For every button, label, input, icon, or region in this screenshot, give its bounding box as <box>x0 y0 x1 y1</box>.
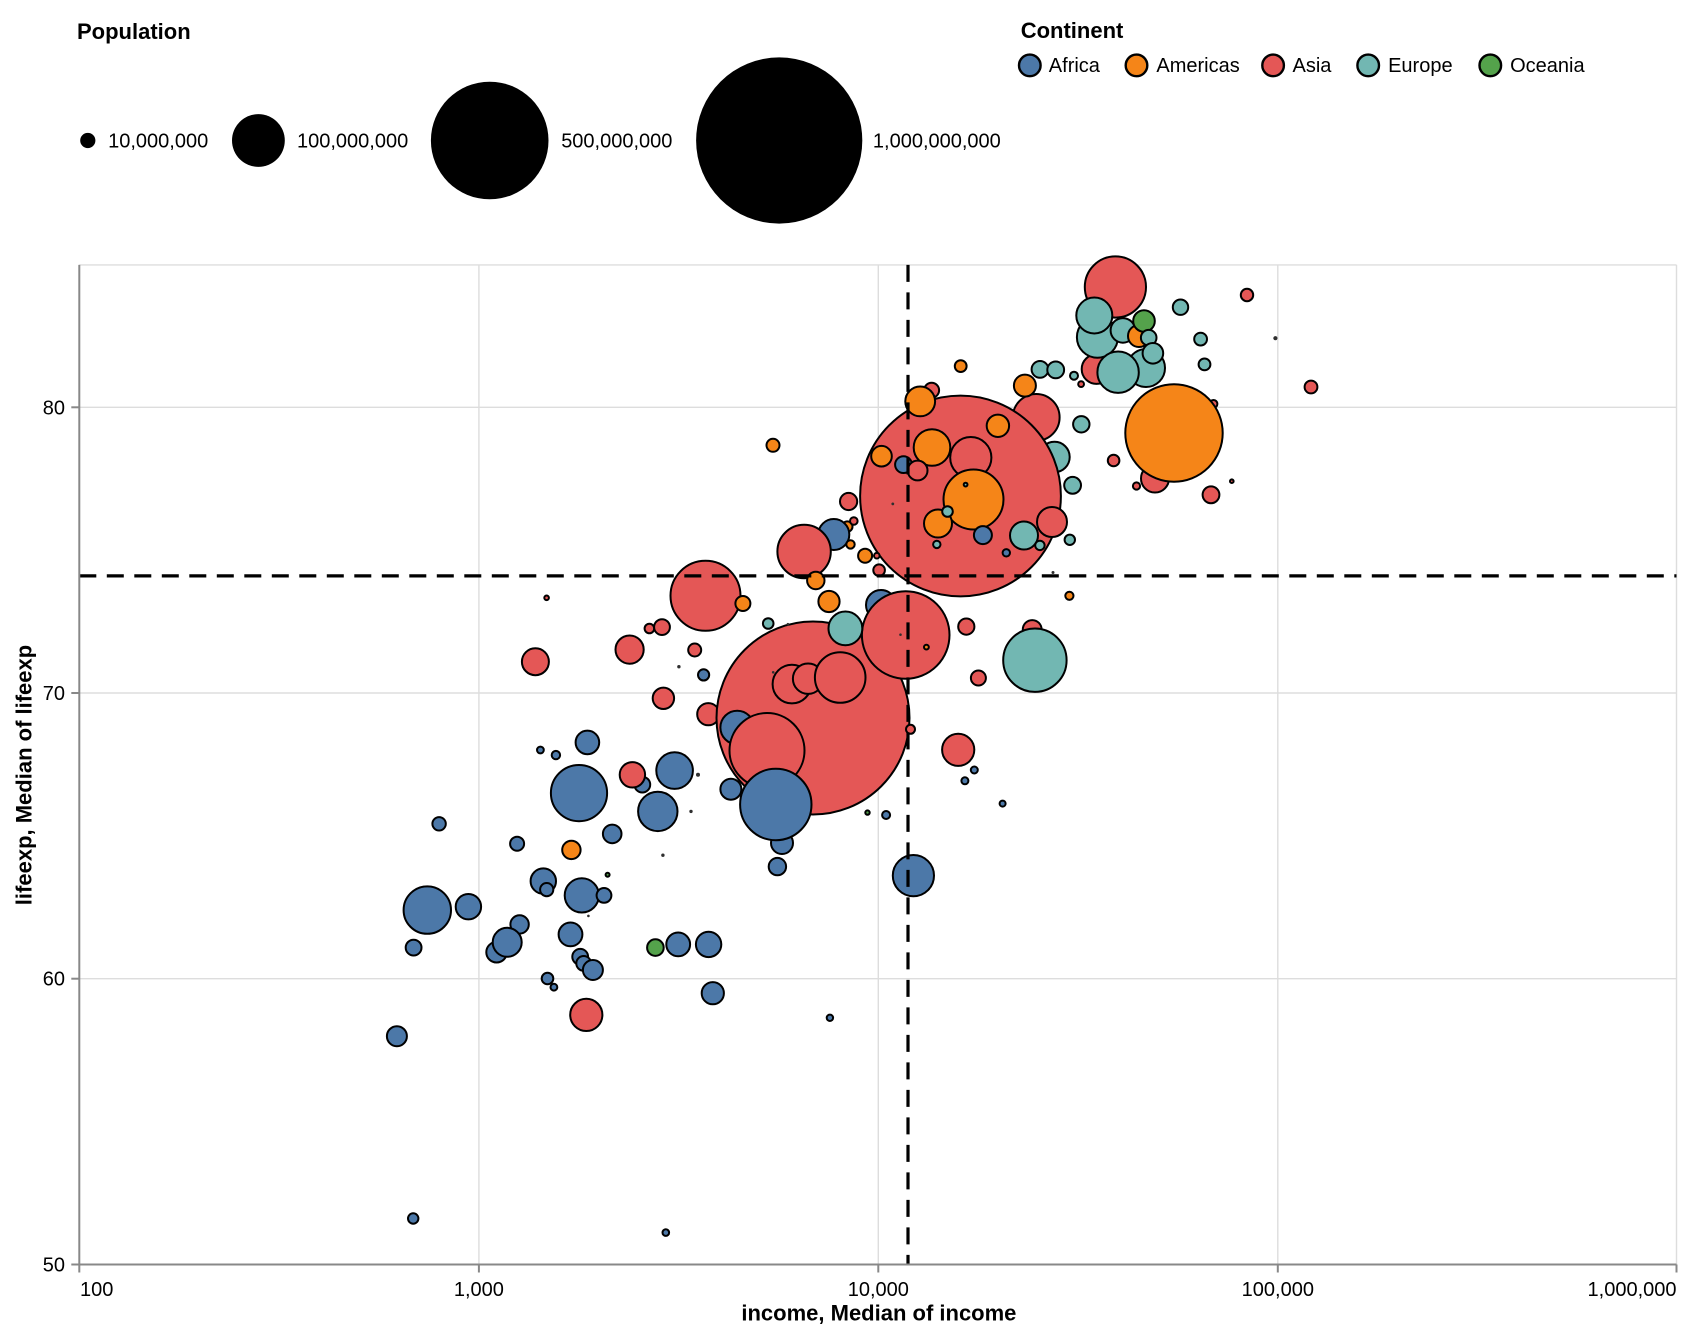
svg-text:1,000,000: 1,000,000 <box>1588 1279 1677 1301</box>
svg-text:100,000: 100,000 <box>1242 1279 1314 1301</box>
svg-text:70: 70 <box>43 683 65 705</box>
svg-text:Americas: Americas <box>1156 55 1239 77</box>
svg-text:60: 60 <box>43 969 65 991</box>
svg-text:1,000: 1,000 <box>454 1279 504 1301</box>
svg-text:Africa: Africa <box>1049 55 1101 77</box>
svg-text:Oceania: Oceania <box>1510 55 1585 77</box>
svg-text:100: 100 <box>80 1279 113 1301</box>
svg-text:Continent: Continent <box>1021 18 1124 43</box>
svg-text:50: 50 <box>43 1255 65 1277</box>
svg-text:10,000: 10,000 <box>848 1279 909 1301</box>
svg-text:10,000,000: 10,000,000 <box>108 131 208 153</box>
svg-text:income, Median of income: income, Median of income <box>741 1301 1016 1326</box>
svg-text:Asia: Asia <box>1293 55 1333 77</box>
svg-text:80: 80 <box>43 397 65 419</box>
svg-text:lifeexp, Median of lifeexp: lifeexp, Median of lifeexp <box>12 645 37 905</box>
svg-text:1,000,000,000: 1,000,000,000 <box>873 131 1001 153</box>
svg-text:Europe: Europe <box>1388 55 1453 77</box>
svg-text:500,000,000: 500,000,000 <box>561 131 672 153</box>
svg-text:Population: Population <box>77 19 191 44</box>
svg-text:100,000,000: 100,000,000 <box>297 131 408 153</box>
